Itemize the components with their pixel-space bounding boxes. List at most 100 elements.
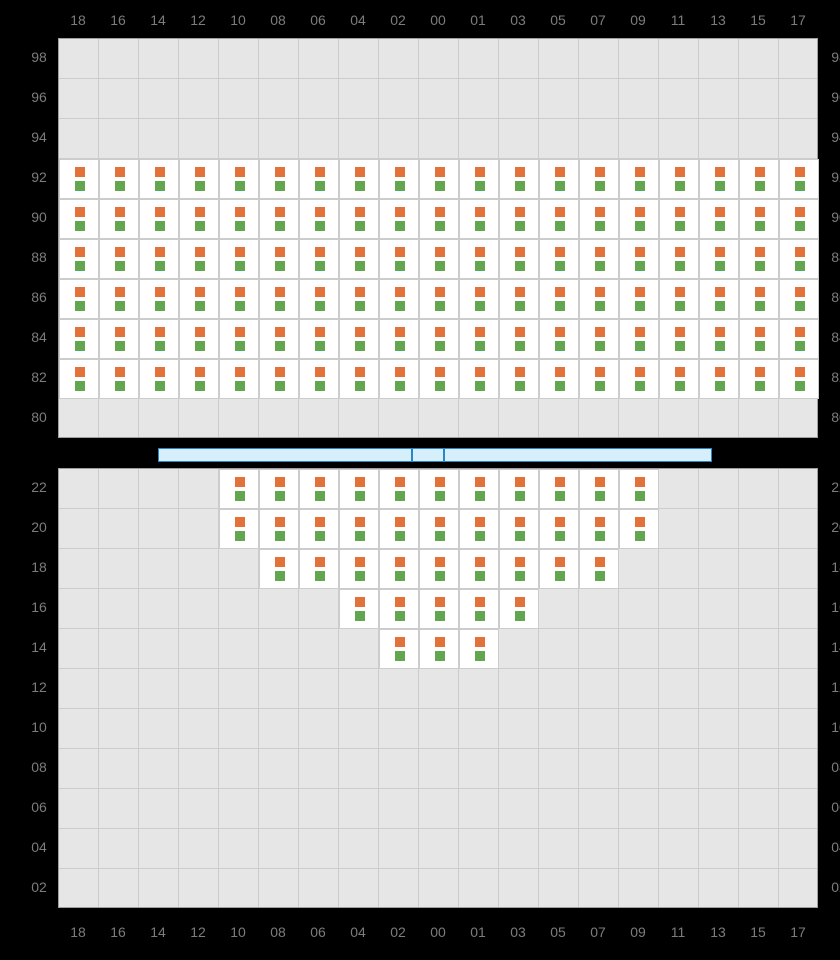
status-marker-top (355, 477, 365, 487)
status-marker-bottom (515, 531, 525, 541)
status-marker-top (475, 597, 485, 607)
rack-cell[interactable] (379, 509, 419, 549)
column-label-bottom: 14 (138, 924, 178, 940)
status-marker-top (475, 517, 485, 527)
column-label-bottom: 07 (578, 924, 618, 940)
status-marker-bottom (515, 491, 525, 501)
rack-cell[interactable] (219, 509, 259, 549)
rack-cell[interactable] (259, 549, 299, 589)
rack-cell[interactable] (379, 629, 419, 669)
row-label-right: 94 (824, 129, 840, 145)
row-label-right: 96 (824, 89, 840, 105)
status-marker-top (395, 517, 405, 527)
status-marker-bottom (435, 571, 445, 581)
rack-cell[interactable] (539, 509, 579, 549)
status-marker-top (635, 517, 645, 527)
row-label-right: 04 (824, 839, 840, 855)
status-marker-bottom (355, 531, 365, 541)
rack-cell[interactable] (619, 469, 659, 509)
status-marker-top (475, 557, 485, 567)
rack-cell[interactable] (339, 589, 379, 629)
column-label-bottom: 13 (698, 924, 738, 940)
row-label-right: 12 (824, 679, 840, 695)
rack-cell[interactable] (459, 629, 499, 669)
rack-cell[interactable] (419, 549, 459, 589)
status-marker-top (435, 557, 445, 567)
row-label-right: 86 (824, 289, 840, 305)
rack-cell[interactable] (339, 549, 379, 589)
gridline-vertical (98, 469, 99, 907)
rack-cell[interactable] (259, 469, 299, 509)
rack-cell[interactable] (379, 549, 419, 589)
status-marker-top (315, 477, 325, 487)
rack-cell[interactable] (459, 469, 499, 509)
rack-cell[interactable] (419, 509, 459, 549)
column-label-bottom: 17 (778, 924, 818, 940)
status-marker-bottom (435, 531, 445, 541)
rack-cell[interactable] (379, 469, 419, 509)
status-marker-top (475, 637, 485, 647)
rack-cell[interactable] (419, 469, 459, 509)
row-label-right: 88 (824, 249, 840, 265)
rack-cell[interactable] (459, 509, 499, 549)
column-label-bottom: 02 (378, 924, 418, 940)
status-marker-top (395, 557, 405, 567)
rack-cell[interactable] (459, 589, 499, 629)
status-marker-top (355, 557, 365, 567)
status-marker-top (595, 557, 605, 567)
gridline-horizontal (59, 788, 817, 789)
status-marker-top (275, 517, 285, 527)
status-marker-bottom (235, 491, 245, 501)
column-label-bottom: 11 (658, 924, 698, 940)
status-marker-top (555, 557, 565, 567)
rack-cell[interactable] (339, 509, 379, 549)
status-marker-bottom (475, 571, 485, 581)
rack-cell[interactable] (539, 469, 579, 509)
rack-cell[interactable] (299, 549, 339, 589)
column-label-bottom: 12 (178, 924, 218, 940)
status-marker-bottom (555, 571, 565, 581)
status-marker-top (395, 477, 405, 487)
column-label-bottom: 05 (538, 924, 578, 940)
column-label-bottom: 04 (338, 924, 378, 940)
row-label-right: 82 (824, 369, 840, 385)
row-label-left: 12 (24, 679, 54, 695)
status-marker-top (595, 517, 605, 527)
status-marker-bottom (275, 531, 285, 541)
row-label-right: 02 (824, 879, 840, 895)
rack-cell[interactable] (219, 469, 259, 509)
row-label-left: 22 (24, 479, 54, 495)
row-label-left: 18 (24, 559, 54, 575)
rack-cell[interactable] (579, 549, 619, 589)
rack-cell[interactable] (459, 549, 499, 589)
status-marker-bottom (235, 531, 245, 541)
rack-cell[interactable] (499, 509, 539, 549)
column-label-bottom: 00 (418, 924, 458, 940)
gridline-vertical (698, 469, 699, 907)
status-marker-bottom (355, 571, 365, 581)
rack-cell[interactable] (419, 589, 459, 629)
column-label-bottom: 03 (498, 924, 538, 940)
status-marker-bottom (395, 571, 405, 581)
column-label-bottom: 08 (258, 924, 298, 940)
rack-cell[interactable] (619, 509, 659, 549)
status-marker-top (595, 477, 605, 487)
rack-cell[interactable] (379, 589, 419, 629)
rack-cell[interactable] (499, 589, 539, 629)
status-marker-bottom (315, 491, 325, 501)
status-marker-top (515, 477, 525, 487)
row-label-right: 16 (824, 599, 840, 615)
row-label-left: 14 (24, 639, 54, 655)
rack-cell[interactable] (419, 629, 459, 669)
status-marker-top (435, 517, 445, 527)
rack-cell[interactable] (499, 549, 539, 589)
rack-cell[interactable] (339, 469, 379, 509)
rack-cell[interactable] (499, 469, 539, 509)
rack-cell[interactable] (579, 469, 619, 509)
status-marker-top (235, 517, 245, 527)
rack-cell[interactable] (299, 469, 339, 509)
rack-cell[interactable] (299, 509, 339, 549)
rack-cell[interactable] (539, 549, 579, 589)
rack-cell[interactable] (259, 509, 299, 549)
rack-cell[interactable] (579, 509, 619, 549)
